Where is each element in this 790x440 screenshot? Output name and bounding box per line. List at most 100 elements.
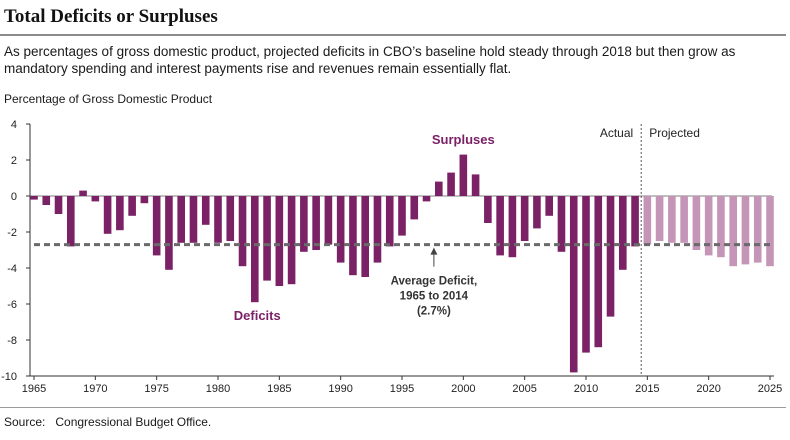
- bar-actual: [459, 154, 468, 196]
- bar-actual: [471, 174, 480, 196]
- footer-rule: [0, 407, 786, 408]
- bar-actual: [152, 196, 161, 256]
- average-label-line: 1965 to 2014: [400, 291, 469, 303]
- bar-actual: [349, 196, 357, 276]
- bar-actual: [128, 196, 136, 216]
- bar-actual: [91, 196, 100, 202]
- bar-projected: [717, 196, 725, 258]
- bar-actual: [618, 196, 627, 270]
- x-tick-label: 2020: [696, 383, 720, 395]
- y-axis-label: Percentage of Gross Domestic Product: [4, 92, 213, 106]
- bar-actual: [312, 196, 320, 250]
- x-tick-label: 2010: [574, 383, 598, 395]
- deficits-label: Deficits: [234, 308, 281, 323]
- y-tick-label: -6: [7, 299, 17, 311]
- bar-projected: [643, 196, 652, 245]
- bar-actual: [275, 196, 284, 286]
- bar-projected: [766, 196, 774, 267]
- bar-actual: [336, 196, 345, 263]
- bar-actual: [287, 196, 296, 285]
- projected-label: Projected: [649, 126, 700, 140]
- chart-title: Total Deficits or Surpluses: [4, 6, 218, 27]
- x-axis: 1965 1970 1975 1980 1985 1990 1995 2000 2005 2010…: [22, 375, 782, 395]
- y-tick-label: -2: [7, 227, 17, 239]
- x-tick-label: 1985: [267, 383, 291, 395]
- bar-actual: [66, 196, 75, 247]
- bar-actual: [214, 196, 222, 243]
- bar-actual: [30, 196, 38, 200]
- title-rule: [0, 34, 786, 36]
- average-label-line: (2.7%): [417, 306, 451, 318]
- bar-actual: [250, 196, 259, 303]
- bar-actual: [116, 196, 124, 231]
- bar-projected: [655, 196, 664, 241]
- source-label: Source:: [4, 415, 46, 429]
- bar-actual: [226, 196, 235, 241]
- bar-actual: [434, 181, 443, 196]
- bar-actual: [189, 196, 198, 243]
- bar-actual: [545, 196, 554, 216]
- bar-actual: [631, 196, 639, 247]
- bar-actual: [422, 196, 431, 202]
- y-tick-label: -8: [7, 335, 17, 347]
- bar-actual: [140, 196, 149, 204]
- bar-projected: [753, 196, 762, 263]
- x-tick-label: 1990: [328, 383, 352, 395]
- bar-actual: [361, 196, 370, 277]
- bar-actual: [496, 196, 504, 256]
- x-tick-label: 1980: [206, 383, 230, 395]
- x-tick-label: 2025: [758, 383, 782, 395]
- source-note: Source: Congressional Budget Office.: [4, 415, 211, 429]
- actual-label: Actual: [600, 126, 633, 140]
- bar-projected: [729, 196, 738, 267]
- y-tick-label: -4: [7, 263, 17, 275]
- x-tick-label: 1975: [144, 383, 168, 395]
- bar-projected: [692, 196, 701, 250]
- y-tick-label: 0: [11, 191, 17, 203]
- bar-actual: [447, 172, 455, 196]
- bar-actual: [238, 196, 247, 267]
- y-tick-label: -10: [1, 371, 17, 383]
- bar-actual: [398, 196, 406, 236]
- bar-actual: [557, 196, 566, 252]
- bar-actual: [385, 196, 394, 247]
- bar-projected: [741, 196, 750, 265]
- x-tick-label: 2000: [451, 383, 475, 395]
- chart-subtitle: As percentages of gross domestic product…: [4, 44, 736, 76]
- bar-actual: [569, 196, 578, 373]
- bar-actual: [300, 196, 308, 252]
- bar-actual: [177, 196, 186, 243]
- bar-actual: [582, 196, 590, 353]
- x-tick-label: 2015: [635, 383, 659, 395]
- bar-actual: [54, 196, 63, 214]
- bar-actual: [263, 196, 271, 281]
- surpluses-label: Surpluses: [432, 132, 495, 147]
- bar-actual: [520, 196, 529, 241]
- x-tick-label: 1965: [22, 383, 46, 395]
- bar-actual: [508, 196, 517, 258]
- bar-actual: [42, 196, 51, 205]
- bar-actual: [165, 196, 173, 270]
- bar-projected: [668, 196, 676, 243]
- bars-group: [30, 154, 774, 373]
- y-axis: 4 2 0 -2 -4 -6 -8 -10: [1, 119, 31, 383]
- overlay-group: Actual Projected Surpluses Deficits Average …: [34, 124, 770, 376]
- bar-actual: [484, 196, 492, 223]
- y-tick-label: 4: [11, 119, 17, 131]
- bar-actual: [594, 196, 603, 348]
- y-tick-label: 2: [11, 155, 17, 167]
- bar-projected: [680, 196, 688, 243]
- bar-actual: [201, 196, 210, 225]
- bar-actual: [103, 196, 112, 234]
- source-text: Congressional Budget Office.: [55, 415, 212, 429]
- bar-actual: [606, 196, 615, 317]
- x-tick-label: 1970: [83, 383, 107, 395]
- x-tick-label: 2005: [512, 383, 536, 395]
- bar-actual: [410, 196, 419, 220]
- bar-actual: [324, 196, 333, 245]
- average-label-line: Average Deficit,: [391, 276, 478, 288]
- average-pointer-arrowhead: [430, 247, 438, 255]
- bar-projected: [704, 196, 713, 256]
- x-tick-label: 1995: [390, 383, 414, 395]
